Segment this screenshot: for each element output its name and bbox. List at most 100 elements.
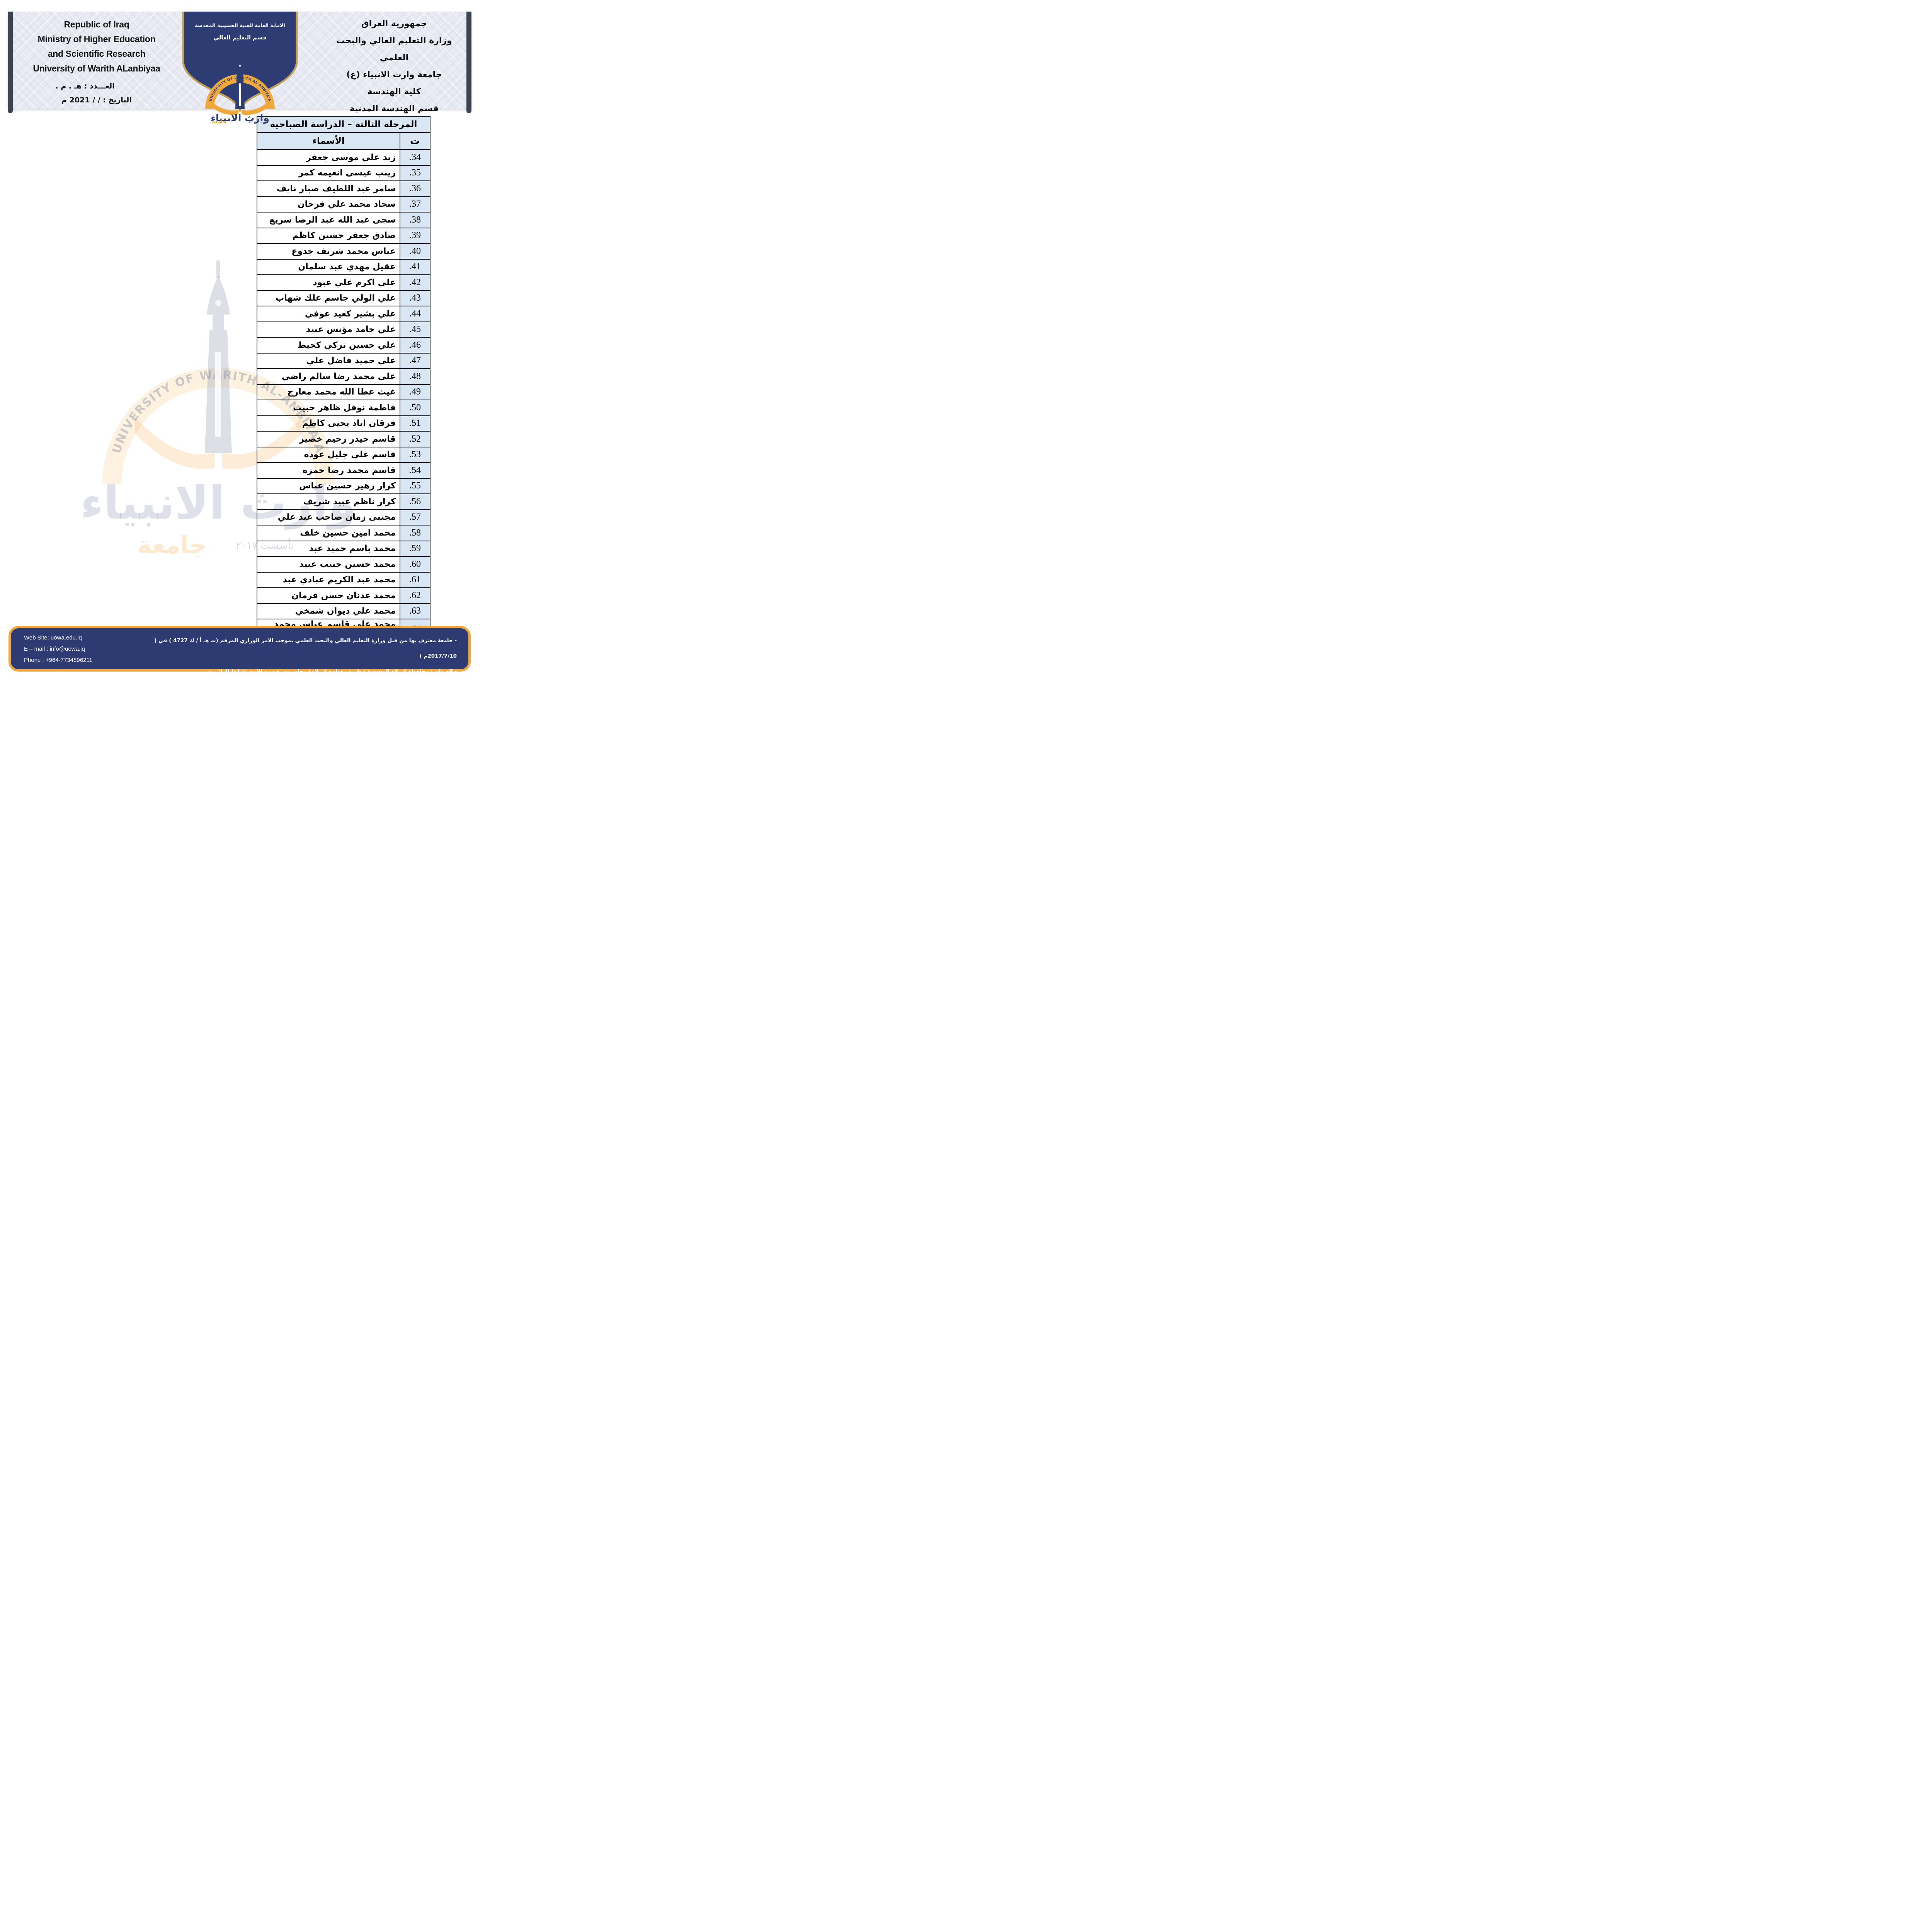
- number-column-header: ت: [400, 132, 431, 150]
- open-book-icon: [213, 103, 267, 115]
- ministry-name-en-1: Ministry of Higher Education: [37, 34, 156, 44]
- row-number-cell: 37.: [400, 196, 431, 213]
- table-row: 47. علي حميد فاضل علي: [257, 352, 431, 369]
- student-name-cell: علي الولي جاسم علك شهاب: [257, 290, 400, 306]
- left-edge-bar: [8, 12, 13, 113]
- student-roster-table: المرحلة الثالثة – الدراسة الصباحية ت الأ…: [257, 116, 431, 671]
- student-table-body: 34. زيد علي موسى جعفر 35. زينب عيسى انعيمه …: [257, 149, 431, 671]
- student-name-cell: عباس محمد شريف جدوع: [257, 243, 400, 260]
- table-header-row: ت الأسماء: [257, 132, 431, 150]
- logo-university-word: جامعة: [212, 119, 226, 124]
- row-number-cell: 60.: [400, 556, 431, 573]
- row-number-cell: 34.: [400, 149, 431, 166]
- student-name-cell: كرار زهير حسين عباس: [257, 478, 400, 494]
- department-name-ar: قسم الهندسة المدنية: [349, 104, 439, 114]
- table-row: 49. غيث عطا الله محمد معارج: [257, 384, 431, 400]
- student-name-cell: سجى عبد الله عبد الرضا سريع: [257, 212, 400, 228]
- website-line: Web Site: uowa.edu.iq: [24, 634, 82, 641]
- student-name-cell: فاطمة نوفل ظاهر حبيب: [257, 400, 400, 416]
- country-name-en: Republic of Iraq: [64, 19, 129, 29]
- emblem-line2: قسم التعليم العالي: [213, 35, 267, 41]
- table-head: المرحلة الثالثة – الدراسة الصباحية ت الأ…: [257, 116, 431, 150]
- student-name-cell: زينب عيسى انعيمه كمر: [257, 165, 400, 181]
- table-title-row: المرحلة الثالثة – الدراسة الصباحية: [257, 116, 431, 133]
- row-number-cell: 48.: [400, 368, 431, 385]
- row-number-cell: 39.: [400, 227, 431, 244]
- row-number-cell: 62.: [400, 587, 431, 604]
- holy-shrine-emblem: الامانة العامة للعتبة الحسينية المقدسة ق…: [182, 12, 298, 124]
- table-row: 46. علي حسين تركي كحيط: [257, 337, 431, 354]
- table-row: 55. كرار زهير حسين عباس: [257, 478, 431, 494]
- university-name-en: University of Warith ALanbiyaa: [33, 63, 160, 73]
- row-number-cell: 57.: [400, 509, 431, 526]
- table-row: 60. محمد حسين حبيب عبيد: [257, 556, 431, 573]
- row-number-cell: 44.: [400, 306, 431, 322]
- row-number-cell: 58.: [400, 525, 431, 541]
- watermark-pen-icon: [205, 260, 232, 453]
- row-number-cell: 41.: [400, 259, 431, 275]
- table-row: 42. علي اكرم علي عبود: [257, 274, 431, 291]
- document-page: Republic of Iraq Ministry of Higher Educ…: [0, 0, 479, 678]
- logo-established: تأسست ٢٠١٧: [249, 120, 267, 124]
- table-row: 39. صادق جعفر حسين كاظم: [257, 227, 431, 244]
- row-number-cell: 56.: [400, 493, 431, 510]
- row-number-cell: 40.: [400, 243, 431, 260]
- row-number-cell: 46.: [400, 337, 431, 354]
- row-number-cell: 52.: [400, 431, 431, 447]
- contact-info-block: Web Site: uowa.edu.iq E – mail : info@uo…: [24, 632, 92, 666]
- row-number-cell: 47.: [400, 352, 431, 369]
- table-row: 38. سجى عبد الله عبد الرضا سريع: [257, 212, 431, 228]
- student-name-cell: قاسم علي جليل عوده: [257, 446, 400, 463]
- table-row: 43. علي الولي جاسم علك شهاب: [257, 290, 431, 306]
- document-date-line: التاريخ : / / 2021 م: [61, 96, 132, 104]
- table-row: 37. سجاد محمد علي فرحان: [257, 196, 431, 213]
- table-row: 61. محمد عبد الكريم عبادي عبد: [257, 571, 431, 588]
- ministry-name-ar: وزارة التعليم العالي والبحث العلمي: [336, 36, 452, 63]
- row-number-cell: 38.: [400, 212, 431, 228]
- student-name-cell: كرار ناظم عبيد شريف: [257, 493, 400, 510]
- student-name-cell: قاسم حيدر رحيم خضير: [257, 431, 400, 447]
- phone-line: Phone : +964-7734896211: [24, 657, 92, 663]
- row-number-cell: 49.: [400, 384, 431, 400]
- table-row: 35. زينب عيسى انعيمه كمر: [257, 165, 431, 181]
- student-name-cell: سامر عبد اللطيف صبار نايف: [257, 180, 400, 197]
- student-name-cell: محمد امين حسين خلف: [257, 525, 400, 541]
- student-name-cell: غيث عطا الله محمد معارج: [257, 384, 400, 400]
- table-row: 53. قاسم علي جليل عوده: [257, 446, 431, 463]
- row-number-cell: 61.: [400, 571, 431, 588]
- document-number-line: العـــدد : هـ . م .: [55, 82, 115, 90]
- table-row: 62. محمد عدنان حسن فرمان: [257, 587, 431, 604]
- table-row: 63. محمد علي ديوان شمخي: [257, 603, 431, 619]
- table-row: 34. زيد علي موسى جعفر: [257, 149, 431, 166]
- row-number-cell: 63.: [400, 603, 431, 619]
- table-row: 54. قاسم محمد رضا حمزه: [257, 462, 431, 479]
- student-name-cell: محمد علي ديوان شمخي: [257, 603, 400, 619]
- college-name-ar: كلية الهندسة: [367, 87, 421, 97]
- table-row: 56. كرار ناظم عبيد شريف: [257, 493, 431, 510]
- table-row: 41. عقيل مهدي عبد سلمان: [257, 259, 431, 275]
- row-number-cell: 35.: [400, 165, 431, 181]
- student-name-cell: صادق جعفر حسين كاظم: [257, 227, 400, 244]
- student-name-cell: علي حامد مؤنس عبيد: [257, 321, 400, 338]
- student-name-cell: قاسم محمد رضا حمزه: [257, 462, 400, 479]
- row-number-cell: 59.: [400, 540, 431, 557]
- row-number-cell: 54.: [400, 462, 431, 479]
- row-number-cell: 42.: [400, 274, 431, 291]
- row-number-cell: 45.: [400, 321, 431, 338]
- row-number-cell: 43.: [400, 290, 431, 306]
- watermark-book-icon: [135, 417, 301, 469]
- address-line: - العنوان : محافظة كربلاء المقدسة / طريق…: [204, 668, 457, 675]
- table-row: 44. علي بشير كعيد عوفي: [257, 306, 431, 322]
- logo-calligraphy: وارث الانبياء: [211, 112, 269, 124]
- country-name-ar: جمهورية العراق: [361, 19, 427, 29]
- student-name-cell: علي بشير كعيد عوفي: [257, 306, 400, 322]
- logo-arch: [205, 74, 275, 109]
- student-name-cell: علي محمد رضا سالم راضي: [257, 368, 400, 385]
- row-number-cell: 50.: [400, 400, 431, 416]
- table-row: 57. مجتبى زمان صاحب عبد علي: [257, 509, 431, 526]
- row-number-cell: 55.: [400, 478, 431, 494]
- table-row: 59. محمد باسم حميد عبد: [257, 540, 431, 557]
- row-number-cell: 53.: [400, 446, 431, 463]
- student-name-cell: علي حسين تركي كحيط: [257, 337, 400, 354]
- table-title: المرحلة الثالثة – الدراسة الصباحية: [257, 116, 431, 133]
